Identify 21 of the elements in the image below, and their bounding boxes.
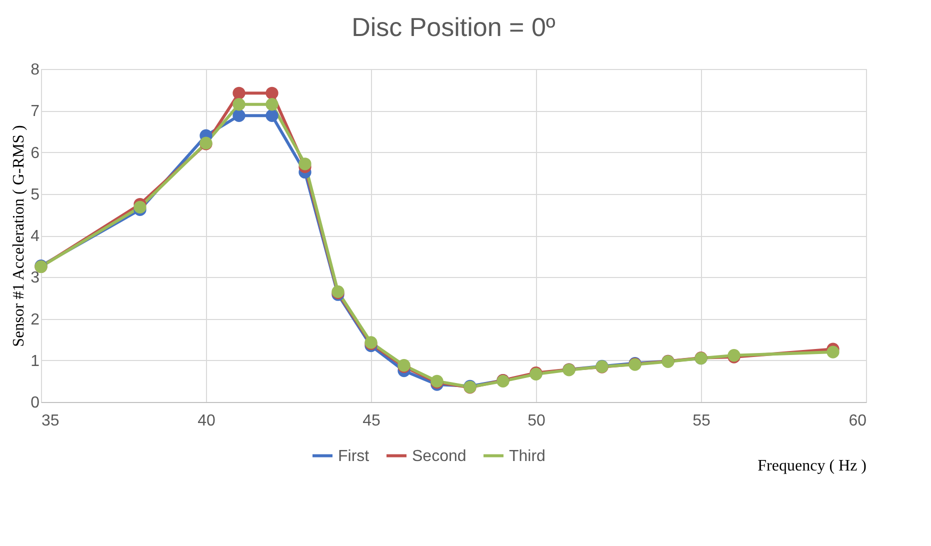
y-tick-label: 4 [30,228,40,245]
x-tick-label: 40 [198,412,216,430]
legend-label: First [338,448,370,465]
y-axis-title: Sensor #1 Acceleration ( G-RMS ) [10,125,28,347]
y-tick-label: 2 [30,311,40,328]
legend-label: Second [412,448,466,465]
y-tick-label: 0 [30,394,40,412]
y-tick-label: 8 [30,62,40,78]
x-tick-label: 60 [848,412,867,430]
y-tick-label: 6 [30,144,40,162]
chart-title: Disc Position = 0º [352,12,556,42]
y-tick-label: 7 [30,103,40,120]
x-tick-label: 55 [692,412,710,430]
y-tick-label: 5 [30,186,40,204]
x-axis-title: Frequency ( Hz ) [758,458,866,474]
y-tick-label: 3 [30,270,40,287]
x-tick-label: 45 [362,412,380,430]
y-tick-label: 1 [30,352,40,370]
legend-label: Third [509,448,546,465]
x-tick-label: 50 [528,412,546,430]
x-tick-label: 35 [42,412,60,430]
